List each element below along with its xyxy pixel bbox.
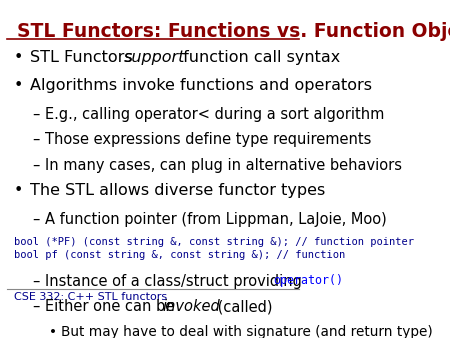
Text: Those expressions define type requirements: Those expressions define type requiremen… [45,132,372,147]
Text: In many cases, can plug in alternative behaviors: In many cases, can plug in alternative b… [45,158,402,173]
Text: STL Functors: Functions vs. Function Objects: STL Functors: Functions vs. Function Obj… [17,22,450,41]
Text: A function pointer (from Lippman, LaJoie, Moo): A function pointer (from Lippman, LaJoie… [45,212,387,227]
Text: E.g., calling operator< during a sort algorithm: E.g., calling operator< during a sort al… [45,107,385,122]
Text: But may have to deal with signature (and return type): But may have to deal with signature (and… [61,325,432,338]
Text: invoked: invoked [162,299,220,314]
Text: Algorithms invoke functions and operators: Algorithms invoke functions and operator… [30,78,372,93]
Text: •: • [14,78,23,93]
Text: –: – [32,274,39,289]
Text: support: support [124,50,186,65]
Text: –: – [32,299,39,314]
Text: (called): (called) [212,299,272,314]
Text: Either one can be: Either one can be [45,299,180,314]
Text: •: • [14,183,23,198]
Text: STL Functors: STL Functors [30,50,138,65]
Text: operator(): operator() [274,274,343,287]
Text: –: – [32,158,39,173]
Text: •: • [49,325,57,338]
Text: –: – [32,132,39,147]
Text: The STL allows diverse functor types: The STL allows diverse functor types [30,183,325,198]
Text: –: – [32,212,39,227]
Text: Instance of a class/struct providing: Instance of a class/struct providing [45,274,307,289]
Text: CSE 332: C++ STL functors: CSE 332: C++ STL functors [14,292,166,303]
Text: •: • [14,50,23,65]
Text: bool (*PF) (const string &, const string &); // function pointer
bool pf (const : bool (*PF) (const string &, const string… [14,237,414,260]
Text: function call syntax: function call syntax [178,50,340,65]
Text: –: – [32,107,39,122]
